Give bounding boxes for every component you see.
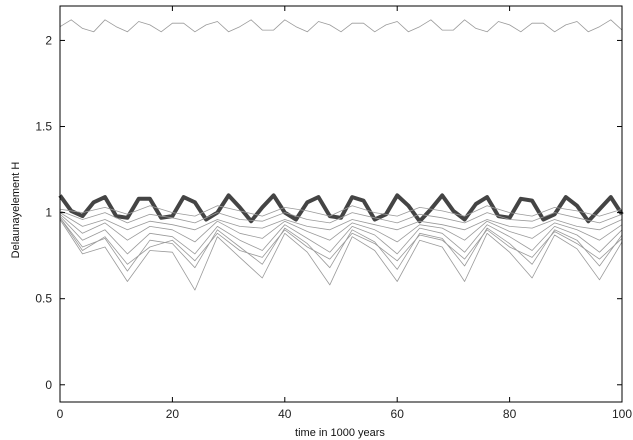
- series-line-9: [59, 217, 623, 265]
- x-tick-label: 0: [57, 407, 64, 421]
- series-line-7: [59, 205, 623, 217]
- x-axis: 0 20 40 60 80 100: [57, 6, 632, 421]
- x-tick-label: 40: [278, 407, 292, 421]
- series-layer: [58, 19, 624, 291]
- y-axis: 0 0.5 1 1.5 2: [35, 33, 622, 392]
- x-tick-label: 20: [166, 407, 180, 421]
- x-tick-label: 80: [503, 407, 517, 421]
- y-tick-label: 0.5: [35, 292, 52, 306]
- series-line-2: [59, 212, 623, 231]
- x-axis-label: time in 1000 years: [295, 427, 385, 439]
- series-line-5: [59, 217, 623, 272]
- y-tick-label: 0: [45, 378, 52, 392]
- series-line-8: [59, 210, 623, 224]
- plot-frame: [59, 5, 623, 403]
- y-tick-label: 2: [45, 33, 52, 47]
- series-line-0: [59, 19, 623, 33]
- x-tick-label: 60: [391, 407, 405, 421]
- x-tick-label: 100: [612, 407, 632, 421]
- series-line-6: [59, 219, 623, 291]
- y-axis-label: Delaunayelement H: [10, 162, 22, 259]
- series-line-4: [59, 215, 623, 255]
- y-tick-label: 1: [45, 206, 52, 220]
- series-line-3: [59, 213, 623, 243]
- y-tick-label: 1.5: [35, 120, 52, 134]
